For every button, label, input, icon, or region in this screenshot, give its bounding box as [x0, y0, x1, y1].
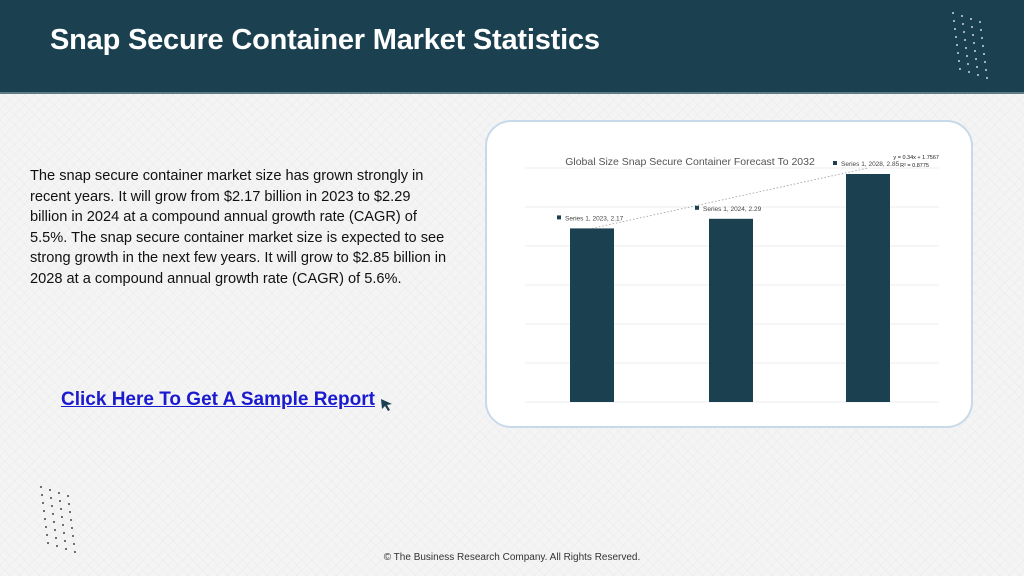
data-label: Series 1, 2024, 2.29: [695, 205, 762, 213]
trendline-equation: y = 0.34x + 1.7567: [893, 155, 939, 161]
svg-text:Series 1, 2024, 2.29: Series 1, 2024, 2.29: [703, 206, 762, 213]
bar-2024: [709, 218, 753, 402]
trendline-r-squared: R² = 0.8775: [900, 163, 929, 169]
chart-title: Global Size Snap Secure Container Foreca…: [565, 156, 815, 168]
svg-text:Series 1, 2023, 2.17: Series 1, 2023, 2.17: [565, 215, 624, 222]
bar-2023: [570, 228, 614, 402]
chart-card: Global Size Snap Secure Container Foreca…: [485, 120, 973, 428]
forecast-bar-chart: Global Size Snap Secure Container Foreca…: [525, 155, 939, 403]
decorative-dots-icon: [40, 486, 80, 554]
market-description: The snap secure container market size ha…: [30, 168, 447, 287]
decorative-dots-icon: [952, 12, 996, 82]
trendline: [591, 167, 869, 229]
svg-text:Series 1, 2028, 2.85: Series 1, 2028, 2.85: [841, 161, 900, 168]
sample-report-link[interactable]: Click Here To Get A Sample Report: [61, 389, 375, 410]
data-label: Series 1, 2023, 2.17: [557, 215, 624, 222]
bar-2028: [846, 174, 890, 402]
page-title: Snap Secure Container Market Statistics: [50, 24, 600, 56]
pointer-cursor-icon: [381, 399, 392, 411]
data-label: Series 1, 2028, 2.85: [833, 161, 900, 168]
header-bar: Snap Secure Container Market Statistics: [0, 0, 1024, 94]
copyright-footer: © The Business Research Company. All Rig…: [383, 552, 641, 563]
